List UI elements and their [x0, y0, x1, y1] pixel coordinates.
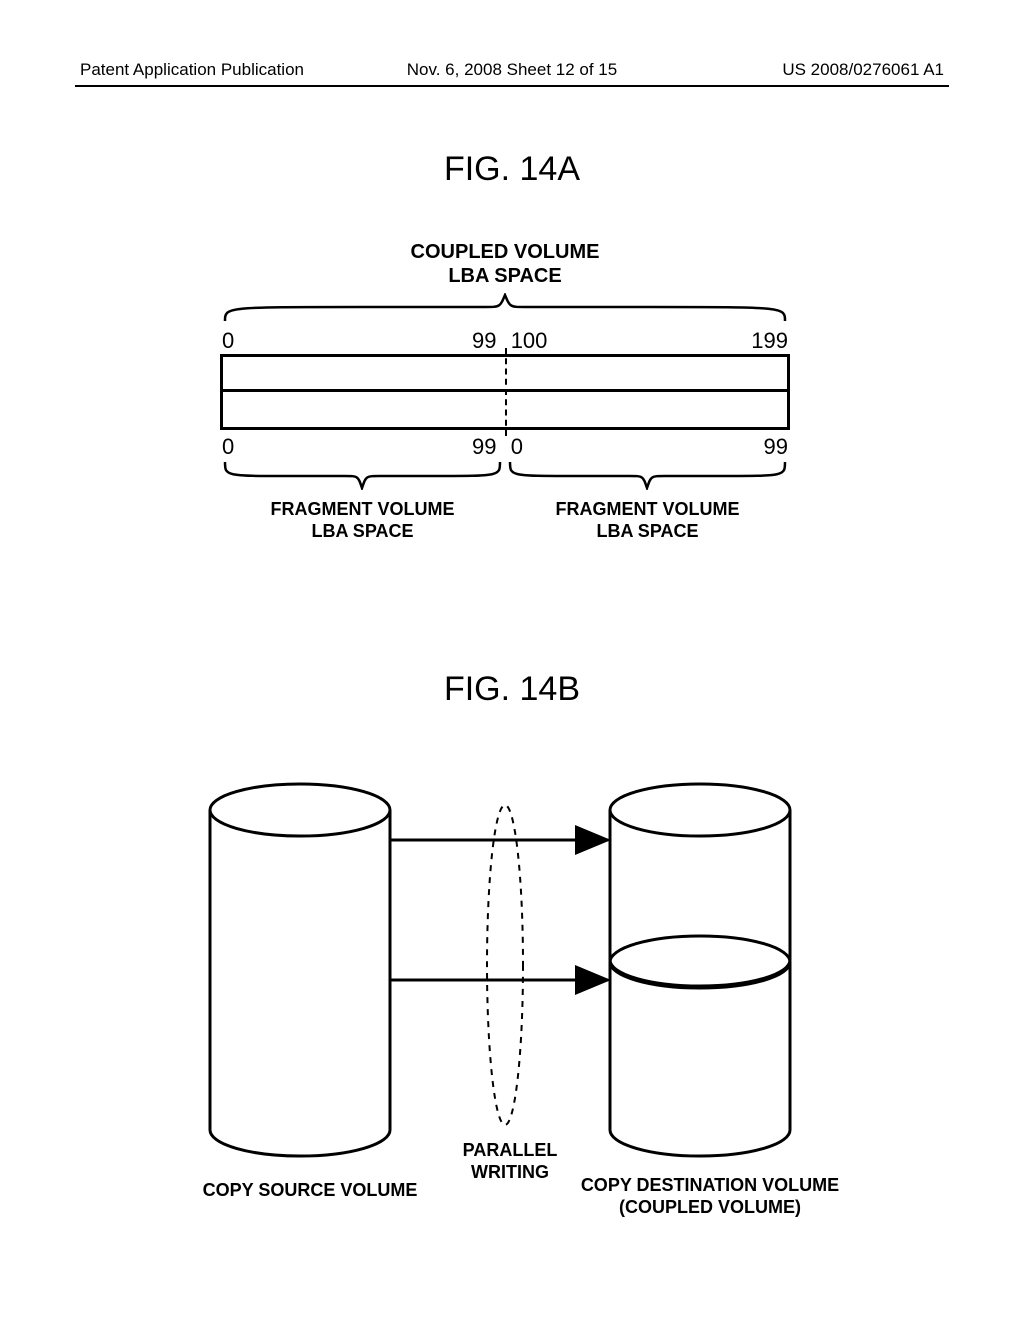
header-rule: [75, 85, 949, 87]
brace-bottom-right: FRAGMENT VOLUME LBA SPACE: [505, 460, 790, 542]
source-cylinder: [210, 784, 390, 1156]
dest-cylinder-upper: [610, 784, 790, 986]
num-0b: 0: [511, 434, 523, 460]
coupled-line2: LBA SPACE: [448, 265, 561, 287]
fragment-label-right: FRAGMENT VOLUME LBA SPACE: [505, 499, 790, 542]
num-99a: 99: [472, 434, 496, 460]
fig-14a: COUPLED VOLUME LBA SPACE 0 99 100 199 0 …: [220, 240, 790, 542]
lba-bars: [220, 354, 790, 430]
parallel-writing-ellipse: [487, 805, 523, 1125]
coupled-volume-label: COUPLED VOLUME LBA SPACE: [220, 240, 790, 288]
num-0a: 0: [222, 434, 234, 460]
brace-bottom-left: FRAGMENT VOLUME LBA SPACE: [220, 460, 505, 542]
num-0: 0: [222, 328, 234, 354]
header-right: US 2008/0276061 A1: [782, 60, 944, 80]
brace-top: [220, 293, 790, 323]
fig-14a-title: FIG. 14A: [0, 150, 1024, 189]
num-100: 100: [511, 328, 548, 354]
brace-bottom-wrap: FRAGMENT VOLUME LBA SPACE FRAGMENT VOLUM…: [220, 460, 790, 542]
page: Patent Application Publication Nov. 6, 2…: [0, 0, 1024, 1320]
fig-14b-title: FIG. 14B: [0, 670, 1024, 709]
copy-destination-label: COPY DESTINATION VOLUME (COUPLED VOLUME): [570, 1175, 850, 1218]
num-99: 99: [472, 328, 496, 354]
copy-source-label: COPY SOURCE VOLUME: [180, 1180, 440, 1202]
parallel-writing-label: PARALLEL WRITING: [450, 1140, 570, 1183]
coupled-line1: COUPLED VOLUME: [411, 241, 600, 263]
fragment-label-left: FRAGMENT VOLUME LBA SPACE: [220, 499, 505, 542]
fig-14b: PARALLEL WRITING COPY SOURCE VOLUME COPY…: [190, 780, 830, 1220]
bottom-number-row: 0 99 0 99: [220, 434, 790, 460]
num-199: 199: [751, 328, 788, 354]
dest-cylinder-lower: [610, 936, 790, 1156]
num-99b: 99: [764, 434, 788, 460]
dashed-divider: [505, 348, 507, 436]
